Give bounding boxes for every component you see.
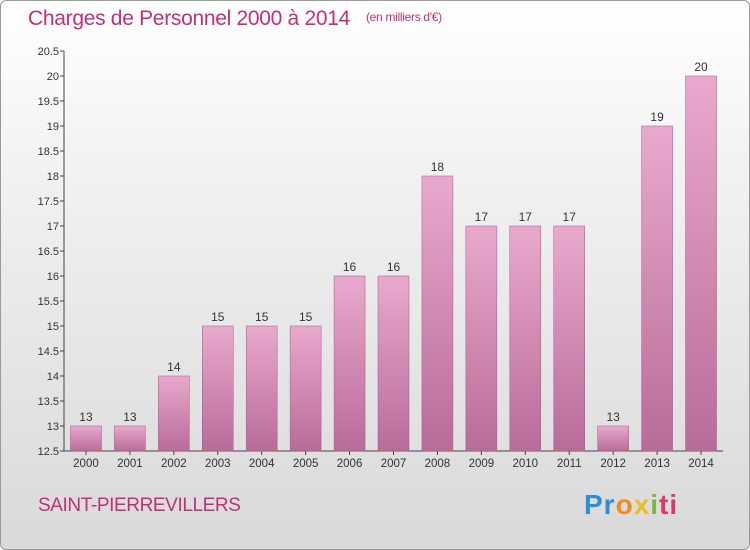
data-label: 15 — [299, 310, 313, 324]
x-tick-label: 2000 — [73, 458, 99, 470]
bar — [202, 325, 234, 452]
data-label: 17 — [563, 210, 577, 224]
y-tick-label: 14.5 — [38, 346, 59, 358]
data-label: 16 — [343, 260, 357, 274]
y-tick-label: 14 — [47, 371, 59, 383]
bar — [70, 425, 102, 452]
chart-title-text: Charges de Personnel 2000 à 2014 — [28, 7, 350, 30]
x-tick-label: 2005 — [293, 458, 319, 470]
logo-part: i — [650, 489, 660, 520]
y-tick-label: 20.5 — [38, 46, 59, 58]
bar — [333, 275, 366, 452]
x-tick-label: 2008 — [425, 458, 451, 470]
chart-title: Charges de Personnel 2000 à 2014 (en mill… — [28, 7, 442, 31]
logo-part: ti — [659, 489, 679, 520]
y-tick-label: 15.5 — [38, 296, 59, 308]
unit-label: (en milliers d'€) — [365, 10, 442, 24]
y-tick-label: 17.5 — [38, 196, 59, 208]
y-tick-label: 19 — [47, 121, 59, 133]
data-label: 17 — [475, 210, 489, 224]
data-label: 16 — [387, 260, 401, 274]
x-tick-label: 2011 — [557, 458, 582, 470]
data-label: 14 — [167, 360, 181, 374]
bar — [641, 125, 673, 452]
data-label: 19 — [650, 110, 664, 124]
logo-part: o — [615, 489, 634, 520]
data-label: 20 — [694, 60, 708, 74]
x-tick-label: 2001 — [117, 458, 143, 470]
logo-part: Pr — [584, 489, 616, 520]
bar — [553, 225, 585, 452]
y-tick-label: 13.5 — [38, 396, 59, 408]
y-tick-label: 13 — [47, 421, 59, 433]
x-tick-label: 2013 — [644, 458, 670, 470]
x-tick-label: 2006 — [337, 458, 363, 470]
bar — [289, 325, 322, 452]
chart-data-labels: 13 13 14 15 15 15 16 16 18 17 17 17 13 19 20 — [79, 60, 708, 424]
data-label: 18 — [431, 160, 445, 174]
y-tick-label: 18.5 — [38, 146, 59, 158]
data-label: 17 — [519, 210, 533, 224]
bar — [685, 75, 717, 452]
bar — [509, 225, 542, 452]
bar — [158, 375, 190, 452]
x-tick-label: 2012 — [600, 458, 626, 470]
x-tick-label: 2007 — [381, 458, 407, 470]
x-tick-label: 2010 — [513, 458, 539, 470]
bar — [245, 325, 278, 452]
y-tick-label: 18 — [47, 171, 59, 183]
bar — [421, 175, 454, 452]
proxiti-logo: Proxiti — [584, 489, 678, 521]
y-tick-label: 12.5 — [38, 446, 59, 458]
chart-bars — [70, 75, 717, 452]
y-tick-label: 16.5 — [38, 246, 59, 258]
y-tick-label: 19.5 — [38, 96, 59, 108]
data-label: 13 — [606, 410, 620, 424]
x-tick-label: 2009 — [469, 458, 495, 470]
y-tick-label: 16 — [47, 271, 59, 283]
data-label: 13 — [79, 410, 93, 424]
data-label: 15 — [211, 310, 225, 324]
data-label: 13 — [123, 410, 137, 424]
y-tick-label: 20 — [47, 71, 59, 83]
y-tick-label: 15 — [47, 321, 59, 333]
bar — [114, 425, 146, 452]
x-tick-label: 2004 — [249, 458, 275, 470]
x-tick-label: 2002 — [161, 458, 187, 470]
x-tick-label: 2014 — [688, 458, 714, 470]
data-label: 15 — [255, 310, 269, 324]
x-tick-label: 2003 — [205, 458, 231, 470]
commune-name: SAINT-PIERREVILLERS — [38, 495, 241, 516]
bar — [377, 275, 410, 452]
bar — [465, 225, 498, 452]
logo-part: x — [633, 489, 651, 520]
y-tick-label: 17 — [47, 221, 59, 233]
bar — [597, 425, 629, 452]
